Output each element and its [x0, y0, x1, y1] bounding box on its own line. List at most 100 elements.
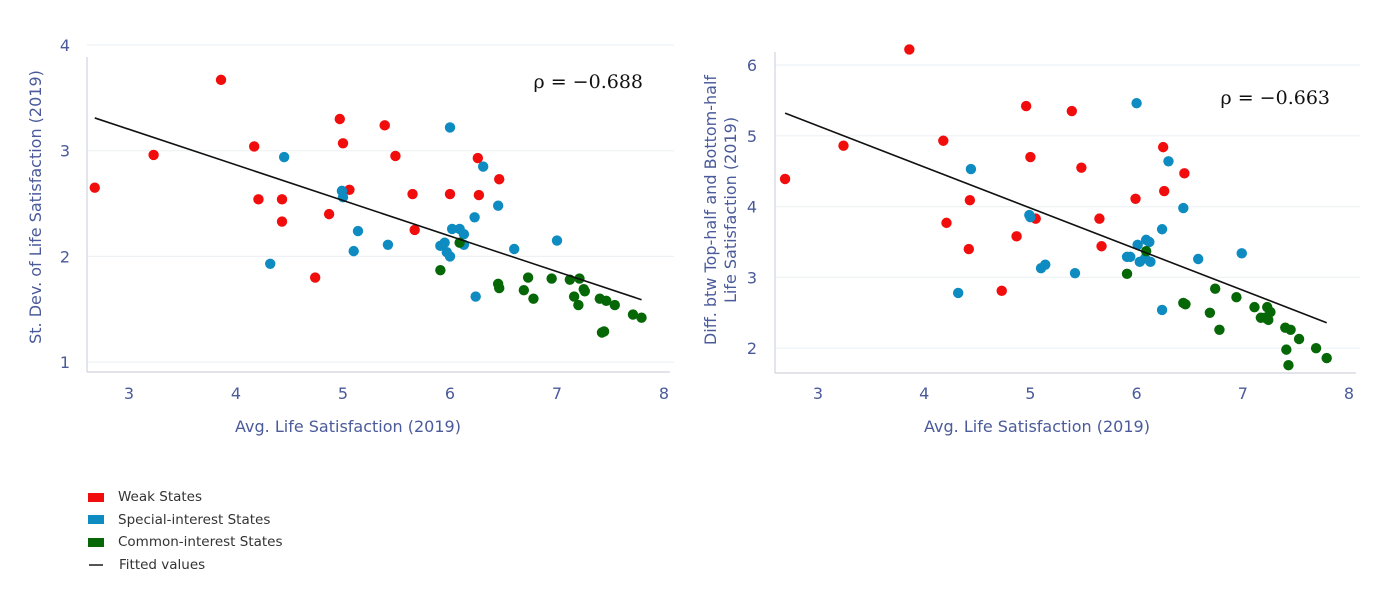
data-point [1131, 98, 1142, 109]
x-tick-label: 4 [231, 384, 241, 403]
data-point [1121, 268, 1133, 280]
data-point [838, 140, 849, 151]
data-point [1249, 301, 1260, 313]
data-point [1293, 333, 1305, 345]
data-point [1020, 100, 1032, 112]
data-point [435, 264, 446, 276]
data-point [89, 182, 100, 193]
data-point [390, 150, 401, 162]
data-point [248, 141, 260, 152]
y-axis-label: Diff. btw Top-half and Bottom-halfLife S… [701, 75, 740, 345]
x-tick-label: 8 [659, 384, 669, 403]
data-point [1157, 141, 1169, 153]
legend-label-special: Special-interest States [118, 511, 271, 528]
fitted-line [94, 117, 642, 301]
data-point [1231, 292, 1242, 303]
data-point [470, 291, 481, 302]
data-point [276, 216, 288, 227]
data-point [253, 194, 264, 205]
data-point [546, 273, 557, 284]
data-point [1281, 344, 1292, 355]
data-point [1145, 256, 1156, 268]
data-point [379, 120, 390, 131]
data-point [409, 224, 420, 236]
data-point [1121, 251, 1133, 263]
data-point [1192, 253, 1204, 265]
data-point [458, 229, 470, 240]
data-point [1132, 239, 1143, 251]
legend-swatch-weak [88, 492, 104, 502]
data-point [276, 194, 288, 205]
chart-1: 1 2 3 4 3 4 5 6 7 8 Avg. Life Satisfaction (2019) S… [26, 36, 674, 436]
series-special-interest-states [952, 98, 1247, 316]
data-point [469, 212, 480, 223]
y-axis-label-line: Diff. btw Top-half and Bottom-half [701, 75, 720, 345]
data-point [636, 312, 647, 323]
series-weak-states [779, 44, 1190, 297]
y-tick-label: 5 [747, 127, 757, 146]
x-axis-label: Avg. Life Satisfaction (2019) [924, 417, 1150, 436]
legend-swatch-special [88, 515, 104, 525]
data-point [573, 299, 584, 311]
legend-item-fitted: Fitted values [88, 554, 283, 577]
data-point [904, 44, 915, 55]
data-point [215, 74, 227, 86]
data-point [1156, 224, 1168, 235]
data-point [1163, 156, 1174, 167]
x-tick-label: 6 [1132, 384, 1142, 403]
y-tick-label: 3 [60, 142, 70, 161]
y-tick-label: 1 [60, 353, 70, 372]
data-point [1214, 324, 1225, 335]
data-point [1209, 283, 1221, 294]
y-tick-label: 3 [747, 268, 757, 287]
correlation-annotation: ρ = −0.688 [534, 71, 643, 93]
legend: Weak States Special-interest States Comm… [88, 486, 283, 576]
data-point [1025, 212, 1036, 223]
data-point [1156, 304, 1168, 316]
data-point [598, 326, 610, 337]
x-axis-label: Avg. Life Satisfaction (2019) [235, 417, 461, 436]
data-point [337, 138, 349, 149]
data-point [1025, 151, 1036, 163]
data-point [1040, 259, 1051, 270]
x-tick-label: 7 [1238, 384, 1248, 403]
data-point [1096, 241, 1107, 252]
data-point [1178, 202, 1189, 214]
data-point [1094, 213, 1105, 224]
data-point [1159, 185, 1170, 197]
data-point [323, 208, 335, 220]
data-point [1180, 299, 1191, 310]
x-tick-label: 3 [813, 384, 823, 403]
series-common-interest-states [435, 237, 647, 338]
data-point [1265, 306, 1276, 318]
data-point [518, 285, 530, 296]
data-point [1179, 168, 1190, 179]
data-point [494, 174, 505, 185]
data-point [1310, 343, 1322, 354]
data-point [446, 223, 458, 235]
y-tick-label: 2 [60, 247, 70, 266]
x-tick-label: 6 [445, 384, 455, 403]
legend-label-common: Common-interest States [118, 534, 283, 551]
y-tick-label: 6 [747, 56, 757, 75]
data-point [407, 188, 418, 200]
y-tick-label: 4 [747, 198, 757, 217]
chart-2: 2 3 4 5 6 3 4 5 6 7 8 Avg. Life Satisfaction (2019)… [701, 44, 1360, 436]
data-point [1204, 307, 1216, 318]
data-point [952, 287, 964, 299]
legend-label-fitted: Fitted values [119, 556, 206, 573]
legend-label-weak: Weak States [118, 489, 203, 506]
data-point [1283, 359, 1294, 371]
data-point [278, 151, 290, 163]
legend-item-weak: Weak States [88, 486, 283, 509]
correlation-annotation: ρ = −0.663 [1221, 87, 1330, 109]
data-point [265, 258, 276, 269]
data-point [348, 245, 359, 257]
legend-swatch-common [88, 537, 104, 547]
data-point [352, 225, 364, 237]
data-point [996, 285, 1007, 297]
data-point [1066, 105, 1078, 117]
legend-item-common: Common-interest States [88, 531, 283, 554]
data-point [964, 195, 976, 206]
